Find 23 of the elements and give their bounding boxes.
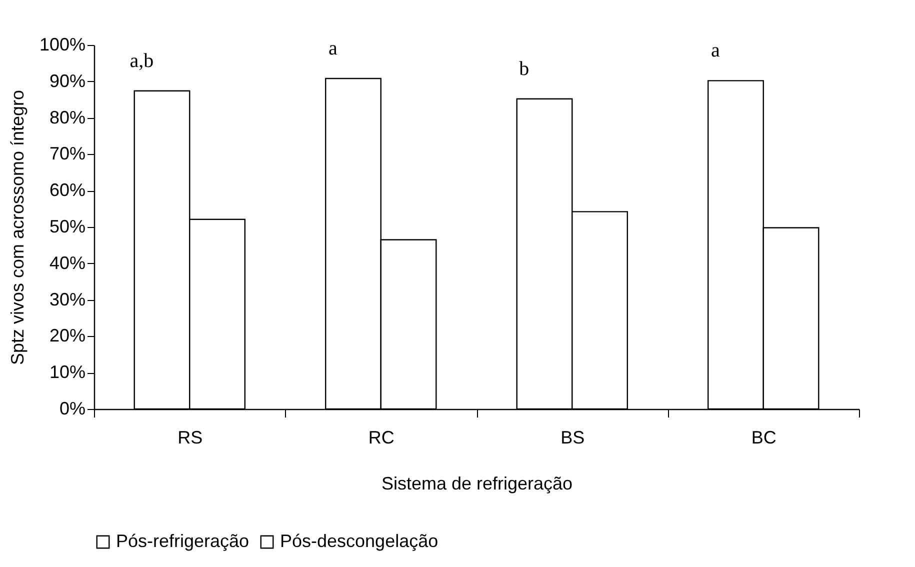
y-tick-label: 70% [49,144,86,164]
x-axis-title: Sistema de refrigeração [381,474,573,494]
y-tick-label: 30% [49,289,86,310]
y-tick-label: 90% [49,70,86,91]
y-tick-label: 60% [49,180,86,200]
y-tick-label: 50% [49,216,86,236]
y-tick-label: 40% [49,252,86,273]
y-tick-label: 10% [49,362,86,382]
annotation: b [519,58,530,80]
annotation: a [710,40,720,62]
y-tick-label: 0% [59,398,86,418]
legend-label: Pós-descongelação [280,531,438,551]
x-tick-label: BC [751,428,776,448]
y-tick-label: 80% [49,107,86,128]
legend-label: Pós-refrigeração [116,531,250,551]
y-tick-label: 20% [49,326,86,346]
annotation: a,b [130,50,154,72]
annotation: a [328,37,338,60]
x-tick-label: RC [368,428,394,448]
x-tick-label: BS [560,428,585,448]
y-tick-label: 100% [39,34,86,54]
y-axis-title: Sptz vivos com acrossomo íntegro [7,90,28,366]
x-tick-label: RS [178,428,203,448]
